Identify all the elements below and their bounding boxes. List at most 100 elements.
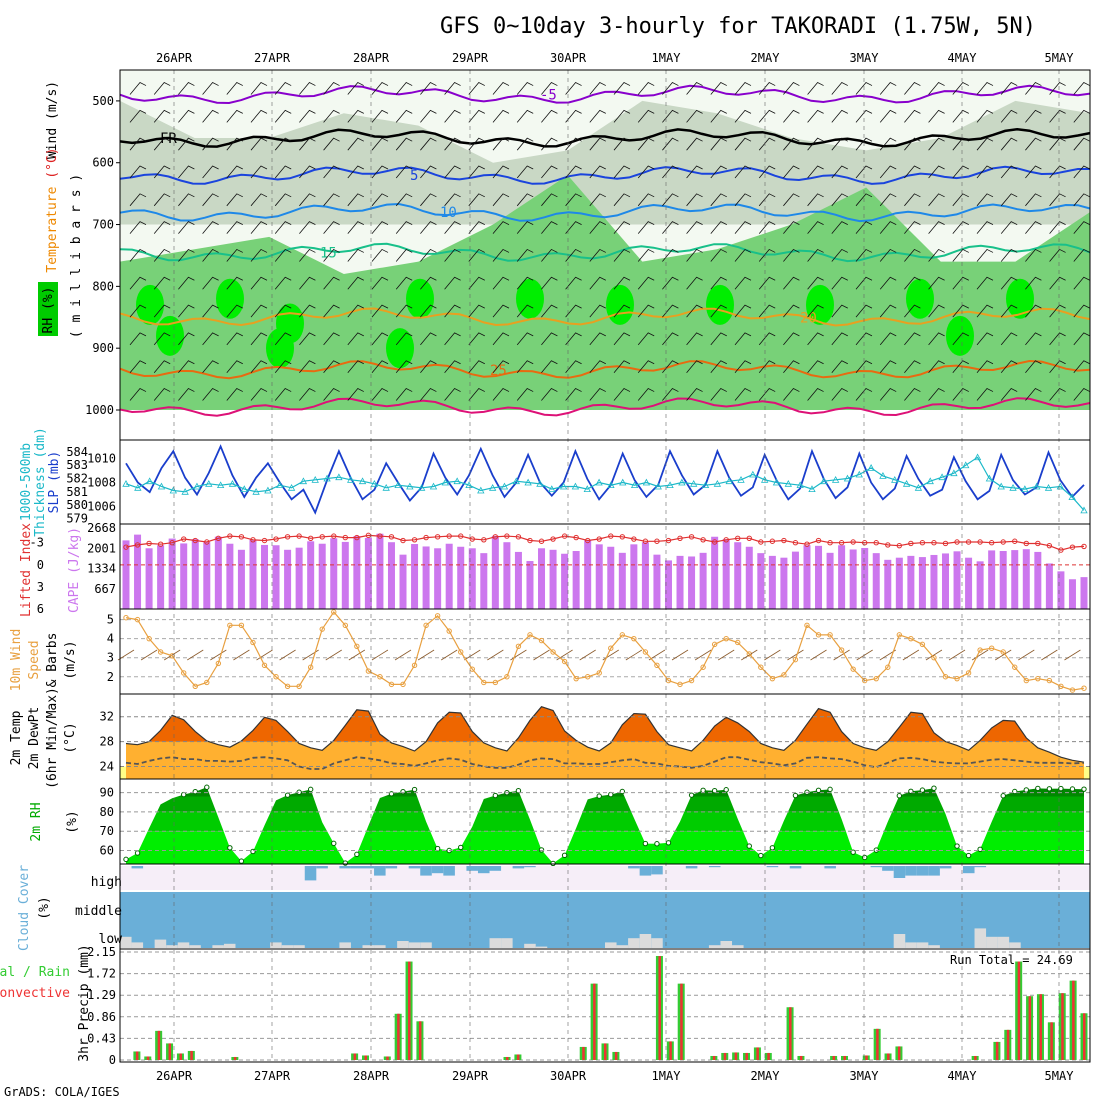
wind-barb — [952, 221, 969, 234]
wind-barb — [492, 248, 510, 262]
wind-barb — [976, 248, 994, 262]
wind-barb — [299, 165, 316, 179]
cloud-high-bar — [362, 866, 375, 869]
wind10-barb — [717, 649, 735, 661]
wind-barb — [202, 360, 219, 373]
cape-bar — [722, 539, 730, 609]
cloud-high-bar — [962, 866, 975, 874]
cape-bar — [561, 553, 569, 609]
cape-bar — [757, 553, 765, 609]
wind-barb — [395, 248, 413, 262]
wind-barb — [734, 332, 752, 346]
wind-barb — [347, 360, 364, 373]
wind10-barb — [210, 649, 227, 661]
wind-barb — [807, 137, 824, 151]
wind-barb — [855, 165, 873, 179]
rh2m-point — [792, 792, 799, 799]
wind-barb — [807, 165, 824, 179]
thickness-tick-label: 580 — [66, 498, 88, 512]
wind-barb — [274, 165, 292, 179]
wind-barb — [1049, 304, 1066, 318]
thickness-label-2: Thickness (dm) — [33, 427, 48, 537]
wind-barb — [758, 248, 776, 262]
wind-barb — [855, 82, 873, 95]
wind-barb — [274, 304, 292, 318]
wind-barb — [734, 360, 752, 373]
wind-barb — [589, 165, 606, 179]
wind-barb — [565, 165, 582, 179]
wind-barb — [178, 221, 195, 234]
precip-convective-bar — [995, 1041, 999, 1060]
wind-barb — [734, 304, 752, 318]
rh-high-patch — [266, 328, 294, 369]
precip-convective-bar — [734, 1052, 738, 1060]
wind-barb — [129, 165, 147, 179]
cape-bar — [584, 540, 592, 609]
wind-barb — [420, 82, 437, 95]
wind10-line — [125, 611, 1085, 691]
cape-bar — [1045, 563, 1053, 609]
temp2m-line — [125, 706, 1085, 763]
rh2m-point — [1023, 787, 1029, 793]
lifted-index-tick-label: 3 — [37, 580, 44, 594]
cloud-high-bar — [304, 866, 317, 881]
wind-barb — [879, 360, 897, 373]
rh2m-point — [400, 788, 406, 795]
cape-bar — [653, 554, 661, 609]
cloud-low-bar — [974, 928, 987, 948]
cloud-low-bar — [212, 945, 224, 948]
rh2m-point — [411, 786, 418, 793]
wind-barb — [783, 109, 800, 123]
wind-barb — [613, 276, 631, 290]
thickness-point — [962, 461, 970, 469]
wind-barb — [589, 360, 606, 373]
rh-high-patch — [516, 278, 544, 319]
wind-barb — [492, 221, 510, 234]
wind-barb — [879, 388, 897, 401]
wind-barb — [952, 82, 969, 95]
cloud-low-bar — [270, 942, 282, 948]
run-total-value: 24.69 — [1037, 953, 1073, 967]
cape-bar — [272, 545, 280, 609]
wind-barb — [129, 109, 147, 123]
cape-bar — [237, 549, 245, 609]
wind-barb — [323, 193, 340, 207]
wind-barb — [783, 304, 800, 318]
cape-bar — [134, 534, 142, 609]
wind10-label-3: & Barbs — [45, 633, 60, 688]
pressure-tick-label: 500 — [92, 94, 114, 108]
cape-bar — [480, 553, 488, 609]
date-label-bottom: 29APR — [452, 1069, 489, 1083]
wind-barb — [371, 388, 389, 401]
wind-barb — [565, 109, 582, 123]
wind-barb — [178, 276, 195, 290]
wind10-panel-bg — [120, 609, 1090, 694]
wind-barb — [153, 165, 171, 179]
temperature-contour — [119, 165, 1090, 185]
wind-barb — [492, 193, 510, 207]
wind-barb — [734, 276, 752, 290]
wind-barb — [129, 276, 147, 290]
wind-barb — [226, 248, 243, 262]
wind-barb — [371, 137, 389, 151]
wind-barb — [710, 332, 727, 346]
precip-convective-bar — [1050, 1022, 1053, 1060]
cape-bar — [387, 542, 395, 609]
cape-bar — [791, 551, 799, 609]
wind-barb — [468, 276, 485, 290]
cloud-low-bar — [986, 936, 998, 948]
rh2m-point — [342, 860, 349, 866]
wind-barb — [250, 82, 268, 95]
wind10-barb — [140, 649, 158, 661]
wind-barb — [831, 137, 848, 151]
wind-barb — [1049, 109, 1066, 123]
precip-convective-bar — [157, 1030, 161, 1060]
wind-barb — [420, 360, 437, 373]
cloud-high-bar — [316, 866, 328, 869]
cape-bar — [688, 556, 696, 609]
precip-conv-label: Convective — [0, 986, 70, 1001]
cape-bar — [468, 548, 476, 609]
rh2m-point — [815, 787, 822, 794]
wind-barb — [662, 388, 679, 401]
wind-barb — [226, 193, 243, 207]
